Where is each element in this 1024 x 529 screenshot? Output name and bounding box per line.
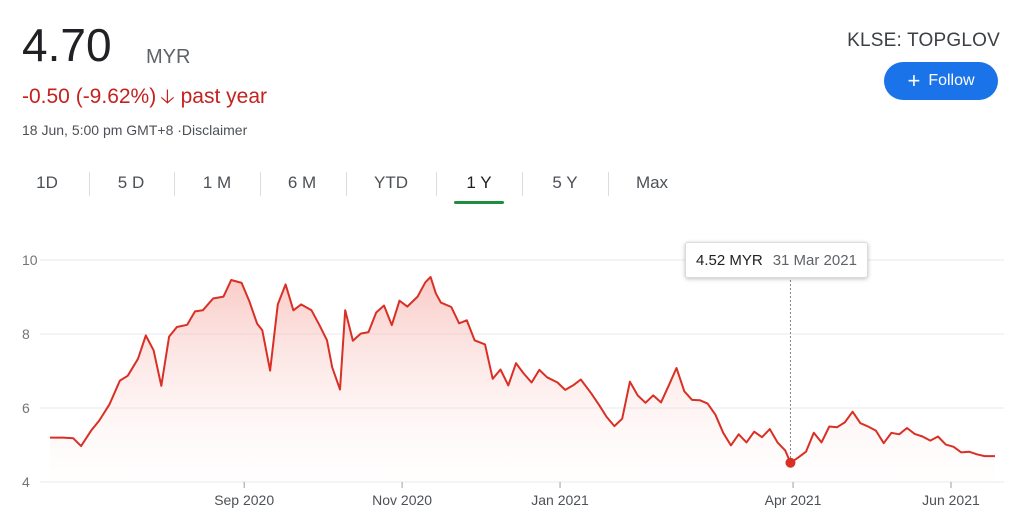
tab-label: Max <box>635 173 669 192</box>
change-value: -0.50 (-9.62%) <box>22 85 157 108</box>
x-tick-label: Nov 2020 <box>372 492 432 508</box>
tab-label: 5 D <box>117 173 145 192</box>
x-tick-label: Jun 2021 <box>922 492 980 508</box>
active-tab-indicator <box>454 201 504 204</box>
tab-1y[interactable]: 1 Y <box>449 166 509 204</box>
tab-5y[interactable]: 5 Y <box>535 166 595 200</box>
y-tick-label: 10 <box>22 252 38 268</box>
tab-divider <box>608 172 609 196</box>
y-tick-label: 8 <box>22 326 30 342</box>
highlight-point <box>785 457 796 468</box>
y-tick-label: 6 <box>22 400 30 416</box>
tooltip-date: 31 Mar 2021 <box>772 251 857 269</box>
ticker-symbol: KLSE: TOPGLOV <box>847 30 1000 51</box>
tab-divider <box>346 172 347 196</box>
tab-divider <box>89 172 90 196</box>
currency-label: MYR <box>146 46 191 68</box>
y-tick-label: 4 <box>22 474 30 490</box>
x-tick-label: Sep 2020 <box>214 492 274 508</box>
tab-label: 5 Y <box>552 173 578 192</box>
tooltip-value: 4.52 MYR <box>696 251 763 269</box>
tab-label: 1D <box>36 173 58 192</box>
tab-label: 1 Y <box>466 173 492 192</box>
price-change: -0.50 (-9.62%) 🡣 past year <box>22 82 267 116</box>
follow-button[interactable]: + Follow <box>884 62 998 100</box>
change-period: past year <box>180 85 267 108</box>
tab-ytd[interactable]: YTD <box>361 166 421 200</box>
tab-divider <box>436 172 437 196</box>
tab-divider <box>260 172 261 196</box>
tab-divider <box>522 172 523 196</box>
x-tick-label: Apr 2021 <box>765 492 822 508</box>
tab-5d[interactable]: 5 D <box>101 166 161 200</box>
follow-label: Follow <box>928 72 975 89</box>
tab-1m[interactable]: 1 M <box>187 166 247 200</box>
arrow-down-icon: 🡣 <box>160 86 175 108</box>
tab-1d[interactable]: 1D <box>17 166 77 200</box>
tab-divider <box>174 172 175 196</box>
price-chart: 10 8 6 4 Sep 2020 Nov 2020 Jan 2021 Apr 2021 Jun… <box>22 252 1004 508</box>
x-tick-label: Jan 2021 <box>531 492 589 508</box>
tab-label: 6 M <box>287 173 317 192</box>
plus-icon: + <box>907 68 921 93</box>
price-area <box>50 277 995 482</box>
tab-max[interactable]: Max <box>622 166 682 200</box>
tab-label: 1 M <box>202 173 232 192</box>
tab-label: YTD <box>374 173 408 192</box>
timestamp-disclaimer: 18 Jun, 5:00 pm GMT+8 ·Disclaimer <box>22 122 248 138</box>
chart-tooltip: 4.52 MYR 31 Mar 2021 <box>685 242 868 278</box>
stock-price: 4.70 <box>22 19 112 71</box>
tab-6m[interactable]: 6 M <box>272 166 332 200</box>
range-tabs: 1D 5 D 1 M 6 M YTD 1 Y 5 Y Max <box>0 166 720 206</box>
price-line <box>50 276 995 464</box>
